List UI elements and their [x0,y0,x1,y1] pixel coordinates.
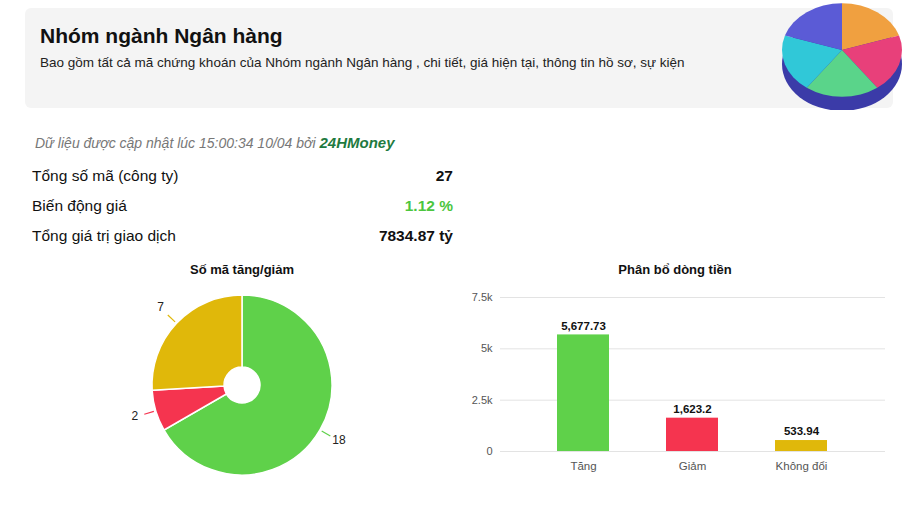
svg-text:533.94: 533.94 [784,425,820,437]
svg-text:1,623.2: 1,623.2 [673,403,711,415]
svg-text:5k: 5k [481,342,493,354]
html-text:Dữ liệu được cập nhật lúc 15:0: Dữ liệu được cập nhật lúc 15:00:34 10/04… [35,134,395,151]
svg-text:2.5k: 2.5k [472,394,493,406]
html-text:Nhóm ngành Ngân hàng: Nhóm ngành Ngân hàng [40,24,283,47]
html-text:Bao gồm tất cả mã chứng khoán: Bao gồm tất cả mã chứng khoán của Nhóm n… [40,55,685,70]
svg-text:Tăng: Tăng [570,460,596,472]
svg-text:Không đổi: Không đổi [776,460,828,472]
svg-text:Giảm: Giảm [679,460,706,472]
html-text:Tổng số mã (công ty): Tổng số mã (công ty) [32,167,179,184]
svg-text:18: 18 [332,433,346,447]
svg-text:7: 7 [157,300,164,314]
html-text:27: 27 [435,167,453,184]
svg-text:0: 0 [486,445,492,457]
html-text:7834.87 tỷ: 7834.87 tỷ [378,227,453,244]
svg-text:5,677.73: 5,677.73 [561,320,606,332]
html-text:Phân bổ dòng tiền: Phân bổ dòng tiền [618,262,732,277]
svg-text:7.5k: 7.5k [472,291,493,303]
html-text:Tổng giá trị giao dịch: Tổng giá trị giao dịch [32,227,176,244]
html-text:Số mã tăng/giảm: Số mã tăng/giảm [190,262,294,277]
html-text:1.12 %: 1.12 % [404,197,453,214]
svg-text:2: 2 [131,409,138,423]
html-text:Biến động giá: Biến động giá [32,197,127,214]
